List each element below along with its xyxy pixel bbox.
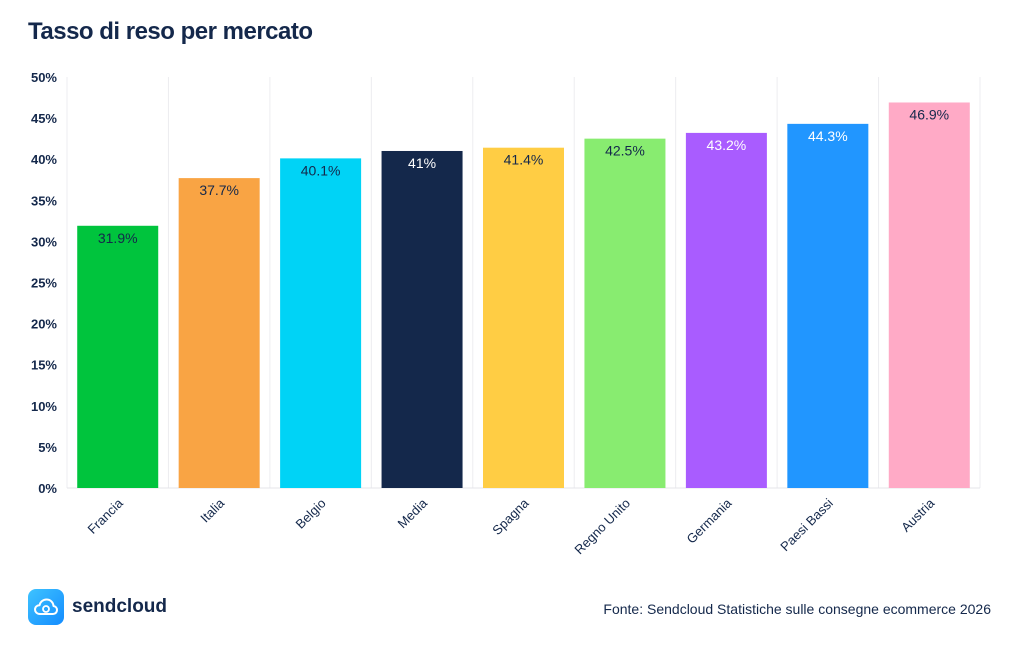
y-tick-label: 10% xyxy=(31,399,57,414)
y-tick-label: 5% xyxy=(38,440,57,455)
bar xyxy=(178,178,260,488)
bar xyxy=(888,102,970,489)
data-label: 31.9% xyxy=(98,230,138,246)
source-note: Fonte: Sendcloud Statistiche sulle conse… xyxy=(603,601,991,617)
category-label: Spagna xyxy=(489,495,532,538)
category-label: Germania xyxy=(684,495,736,547)
y-tick-label: 50% xyxy=(31,70,57,85)
y-tick-label: 15% xyxy=(31,358,57,373)
y-tick-label: 0% xyxy=(38,481,57,496)
bar-chart: 0% 5% 10% 15% 20% 25% 30% 35% 40% 45% 50% 31.9% 37.… xyxy=(31,70,981,557)
chart-title: Tasso di reso per mercato xyxy=(28,18,313,45)
bar xyxy=(77,225,159,489)
brand-name: sendcloud xyxy=(72,596,168,617)
bar xyxy=(483,147,564,488)
bar xyxy=(685,132,767,488)
category-label: Belgio xyxy=(293,496,329,532)
y-tick-label: 30% xyxy=(31,234,57,249)
y-tick-label: 25% xyxy=(31,276,57,291)
category-label: Italia xyxy=(197,495,228,526)
data-label: 40.1% xyxy=(301,162,341,178)
bars: 31.9% 37.7% 40.1% 41% 41.4% 42.5% 43.2% 44.3% 46… xyxy=(77,102,970,489)
data-label: 41% xyxy=(408,155,436,171)
y-tick-label: 45% xyxy=(31,111,57,126)
x-axis: Francia Italia Belgio Media Spagna Regno Unit… xyxy=(85,495,938,557)
data-label: 37.7% xyxy=(199,182,239,198)
category-label: Austria xyxy=(898,495,938,535)
y-tick-label: 35% xyxy=(31,193,57,208)
category-label: Francia xyxy=(85,495,127,537)
bar xyxy=(381,150,463,489)
data-label: 46.9% xyxy=(909,106,949,122)
bar xyxy=(280,158,362,489)
data-label: 44.3% xyxy=(808,128,848,144)
y-tick-label: 40% xyxy=(31,152,57,167)
data-label: 43.2% xyxy=(707,137,747,153)
sendcloud-logo: sendcloud xyxy=(28,589,167,625)
bar xyxy=(584,138,666,488)
data-label: 42.5% xyxy=(605,143,645,159)
data-label: 41.4% xyxy=(504,152,544,168)
bar xyxy=(787,123,869,488)
cloud-icon xyxy=(28,589,64,625)
category-label: Media xyxy=(395,495,431,531)
category-label: Regno Unito xyxy=(571,496,633,558)
category-label: Paesi Bassi xyxy=(777,495,836,554)
y-tick-label: 20% xyxy=(31,317,57,332)
y-axis: 0% 5% 10% 15% 20% 25% 30% 35% 40% 45% 50% xyxy=(31,70,57,496)
